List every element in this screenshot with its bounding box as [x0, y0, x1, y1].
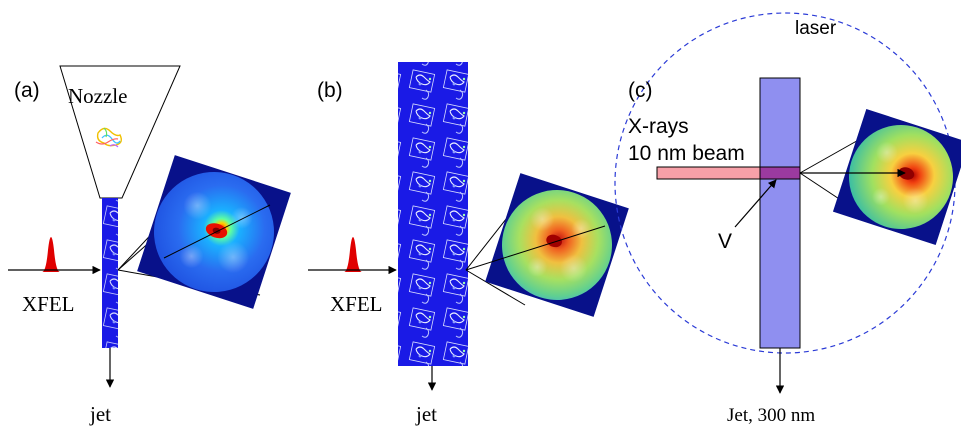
panel-a: (a) Nozzle XFEL — [8, 65, 291, 426]
volume-label: V — [718, 230, 732, 253]
crystal-texture-a — [102, 198, 118, 348]
jet-label-a: jet — [89, 402, 111, 426]
diffraction-detector-a — [137, 155, 291, 309]
panel-b-tag: (b) — [317, 79, 343, 102]
scatter-line-b — [465, 225, 606, 271]
interaction-volume — [759, 166, 801, 180]
nozzle-shape — [59, 65, 181, 199]
xfel-pulse-icon-b — [336, 237, 370, 272]
xray-beam — [656, 166, 768, 180]
volume-pointer-arrow — [734, 179, 777, 228]
jet-column-c — [759, 77, 801, 349]
xfel-label-b: XFEL — [330, 292, 383, 316]
xfel-label-a: XFEL — [22, 292, 75, 316]
diffraction-detector-b — [485, 173, 629, 317]
protein-molecule-icon — [95, 127, 123, 148]
scatter-line-a — [163, 204, 271, 259]
nozzle-label: Nozzle — [68, 84, 127, 108]
xfel-pulse-icon — [34, 237, 68, 272]
xray-label-line1: X-rays — [628, 115, 689, 138]
jet-label-c: Jet, 300 nm — [727, 405, 815, 426]
laser-label: laser — [795, 18, 837, 39]
crystal-texture-b — [398, 62, 468, 366]
diffraction-detector-c — [832, 108, 961, 246]
panel-c: laser (c) X-rays 10 nm beam V Jet, 300 n… — [614, 12, 961, 426]
panel-b: (b) XFEL jet — [308, 62, 629, 426]
panel-c-tag: (c) — [628, 79, 653, 102]
xray-label-line2: 10 nm beam — [628, 142, 745, 165]
panel-a-tag: (a) — [14, 79, 40, 102]
jet-label-b: jet — [415, 402, 437, 426]
